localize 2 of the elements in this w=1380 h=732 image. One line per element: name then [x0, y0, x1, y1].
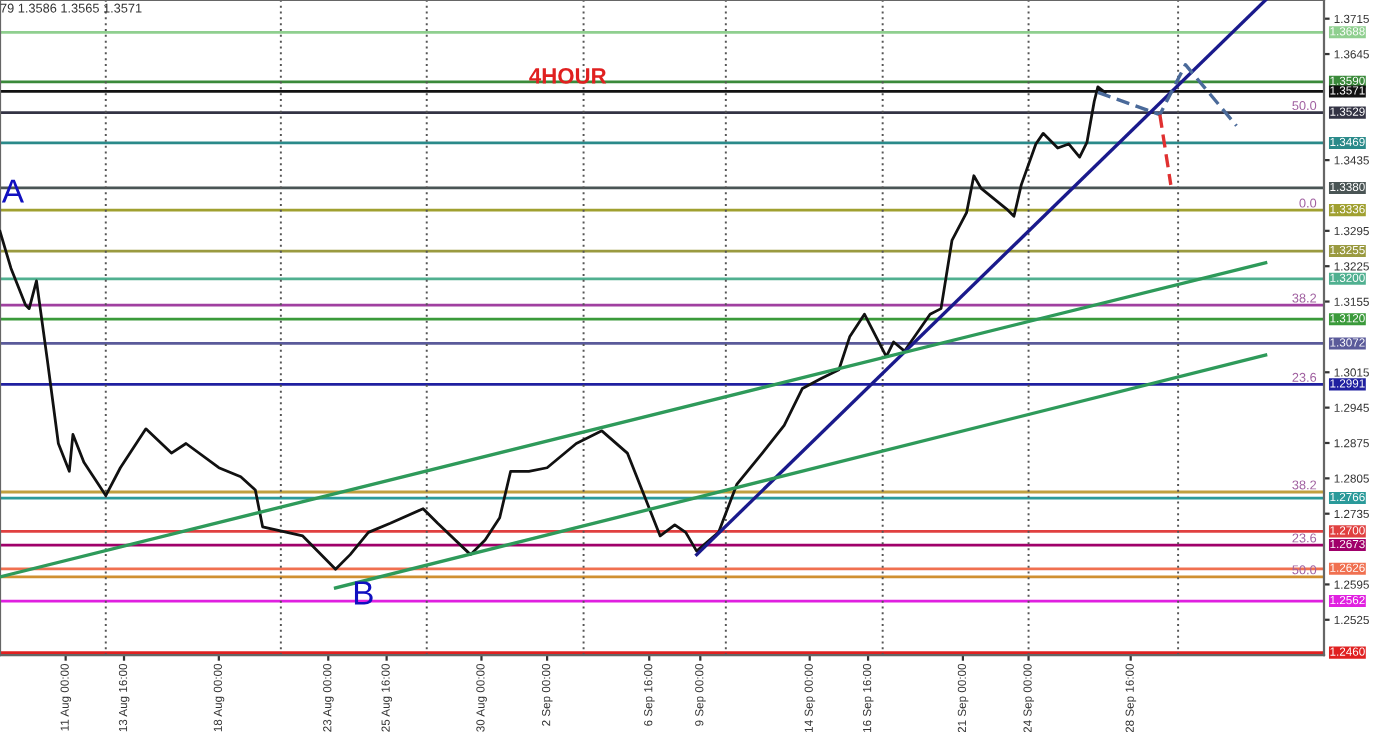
annotation: B — [354, 581, 373, 605]
annotation: 4HOUR — [529, 68, 607, 84]
